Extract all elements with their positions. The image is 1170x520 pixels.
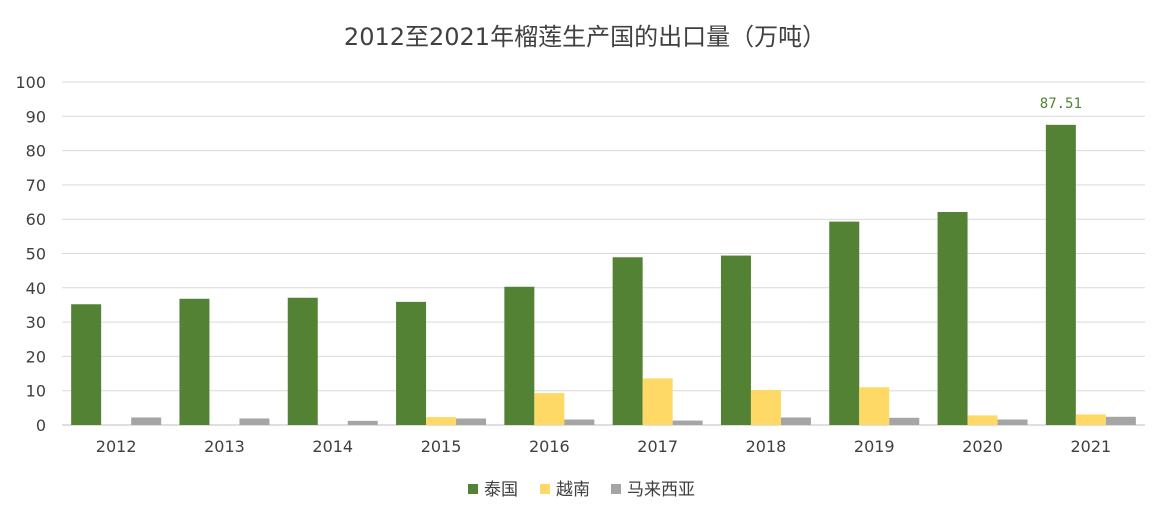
y-tick-label: 100 (15, 73, 46, 92)
data-label: 87.51 (1040, 96, 1082, 112)
bar-2016-2 (564, 419, 595, 425)
x-axis-ticks: 2012 2013 2014 2015 2016 2017 2018 2019 2020 2021 (96, 437, 1111, 456)
y-tick-label: 0 (36, 416, 46, 435)
bar-2017-2 (672, 420, 703, 425)
x-tick-label: 2014 (312, 437, 353, 456)
legend-label: 泰国 (484, 480, 518, 500)
y-tick-label: 60 (26, 210, 46, 229)
legend: 泰国 越南 马来西亚 (468, 480, 695, 500)
bar-2020-1 (967, 415, 998, 425)
bar-2016-1 (534, 393, 565, 425)
y-tick-label: 30 (26, 313, 46, 332)
x-tick-label: 2019 (854, 437, 895, 456)
legend-swatch (540, 484, 550, 494)
data-labels: 87.51 (1040, 96, 1082, 112)
bar-2021-0 (1045, 124, 1076, 425)
bar-2019-1 (859, 387, 890, 425)
bar-2020-0 (937, 211, 968, 425)
bar-2018-0 (720, 255, 751, 425)
legend-label: 马来西亚 (627, 480, 695, 500)
bar-2018-2 (780, 417, 811, 425)
bar-2021-1 (1075, 414, 1106, 425)
gridlines (62, 81, 1145, 426)
y-tick-label: 10 (26, 382, 46, 401)
bar-2019-0 (829, 221, 860, 425)
bar-2013-0 (179, 298, 210, 425)
x-tick-label: 2021 (1070, 437, 1111, 456)
bars (71, 124, 1136, 425)
x-tick-label: 2020 (962, 437, 1003, 456)
x-tick-label: 2015 (421, 437, 462, 456)
y-tick-label: 90 (26, 107, 46, 126)
x-tick-label: 2017 (637, 437, 678, 456)
y-tick-label: 50 (26, 245, 46, 264)
bar-2015-0 (396, 301, 427, 425)
bar-2012-2 (131, 417, 162, 425)
bar-2017-0 (612, 257, 643, 425)
bar-2014-2 (347, 420, 378, 425)
legend-label: 越南 (556, 480, 590, 500)
legend-swatch (611, 484, 621, 494)
y-tick-label: 20 (26, 347, 46, 366)
x-tick-label: 2018 (746, 437, 787, 456)
bar-2016-0 (504, 286, 535, 425)
bar-2021-2 (1105, 416, 1136, 425)
bar-2014-0 (287, 297, 318, 425)
y-tick-label: 80 (26, 142, 46, 161)
chart-title: 2012至2021年榴莲生产国的出口量（万吨） (344, 23, 826, 51)
x-tick-label: 2016 (529, 437, 570, 456)
y-axis-ticks: 0 10 20 30 40 50 60 70 80 90 100 (15, 73, 46, 435)
bar-2019-2 (889, 417, 920, 425)
bar-2018-1 (750, 390, 781, 425)
x-tick-label: 2013 (204, 437, 245, 456)
bar-2020-2 (997, 419, 1028, 425)
x-tick-label: 2012 (96, 437, 137, 456)
y-tick-label: 70 (26, 176, 46, 195)
bar-2015-1 (426, 417, 457, 425)
bar-2012-0 (71, 304, 102, 425)
bar-2017-1 (642, 378, 673, 425)
bar-2013-2 (239, 418, 270, 425)
y-tick-label: 40 (26, 279, 46, 298)
legend-swatch (468, 484, 478, 494)
bar-2015-2 (456, 418, 487, 425)
